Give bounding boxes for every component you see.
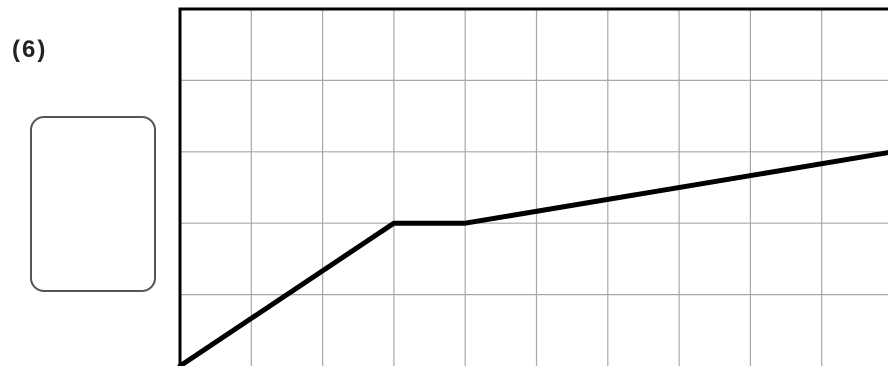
answer-box[interactable] — [30, 116, 156, 292]
question-number: (6) — [12, 36, 48, 63]
series — [177, 150, 888, 366]
series-line — [177, 150, 888, 366]
grid — [180, 9, 888, 366]
axes — [178, 7, 888, 366]
